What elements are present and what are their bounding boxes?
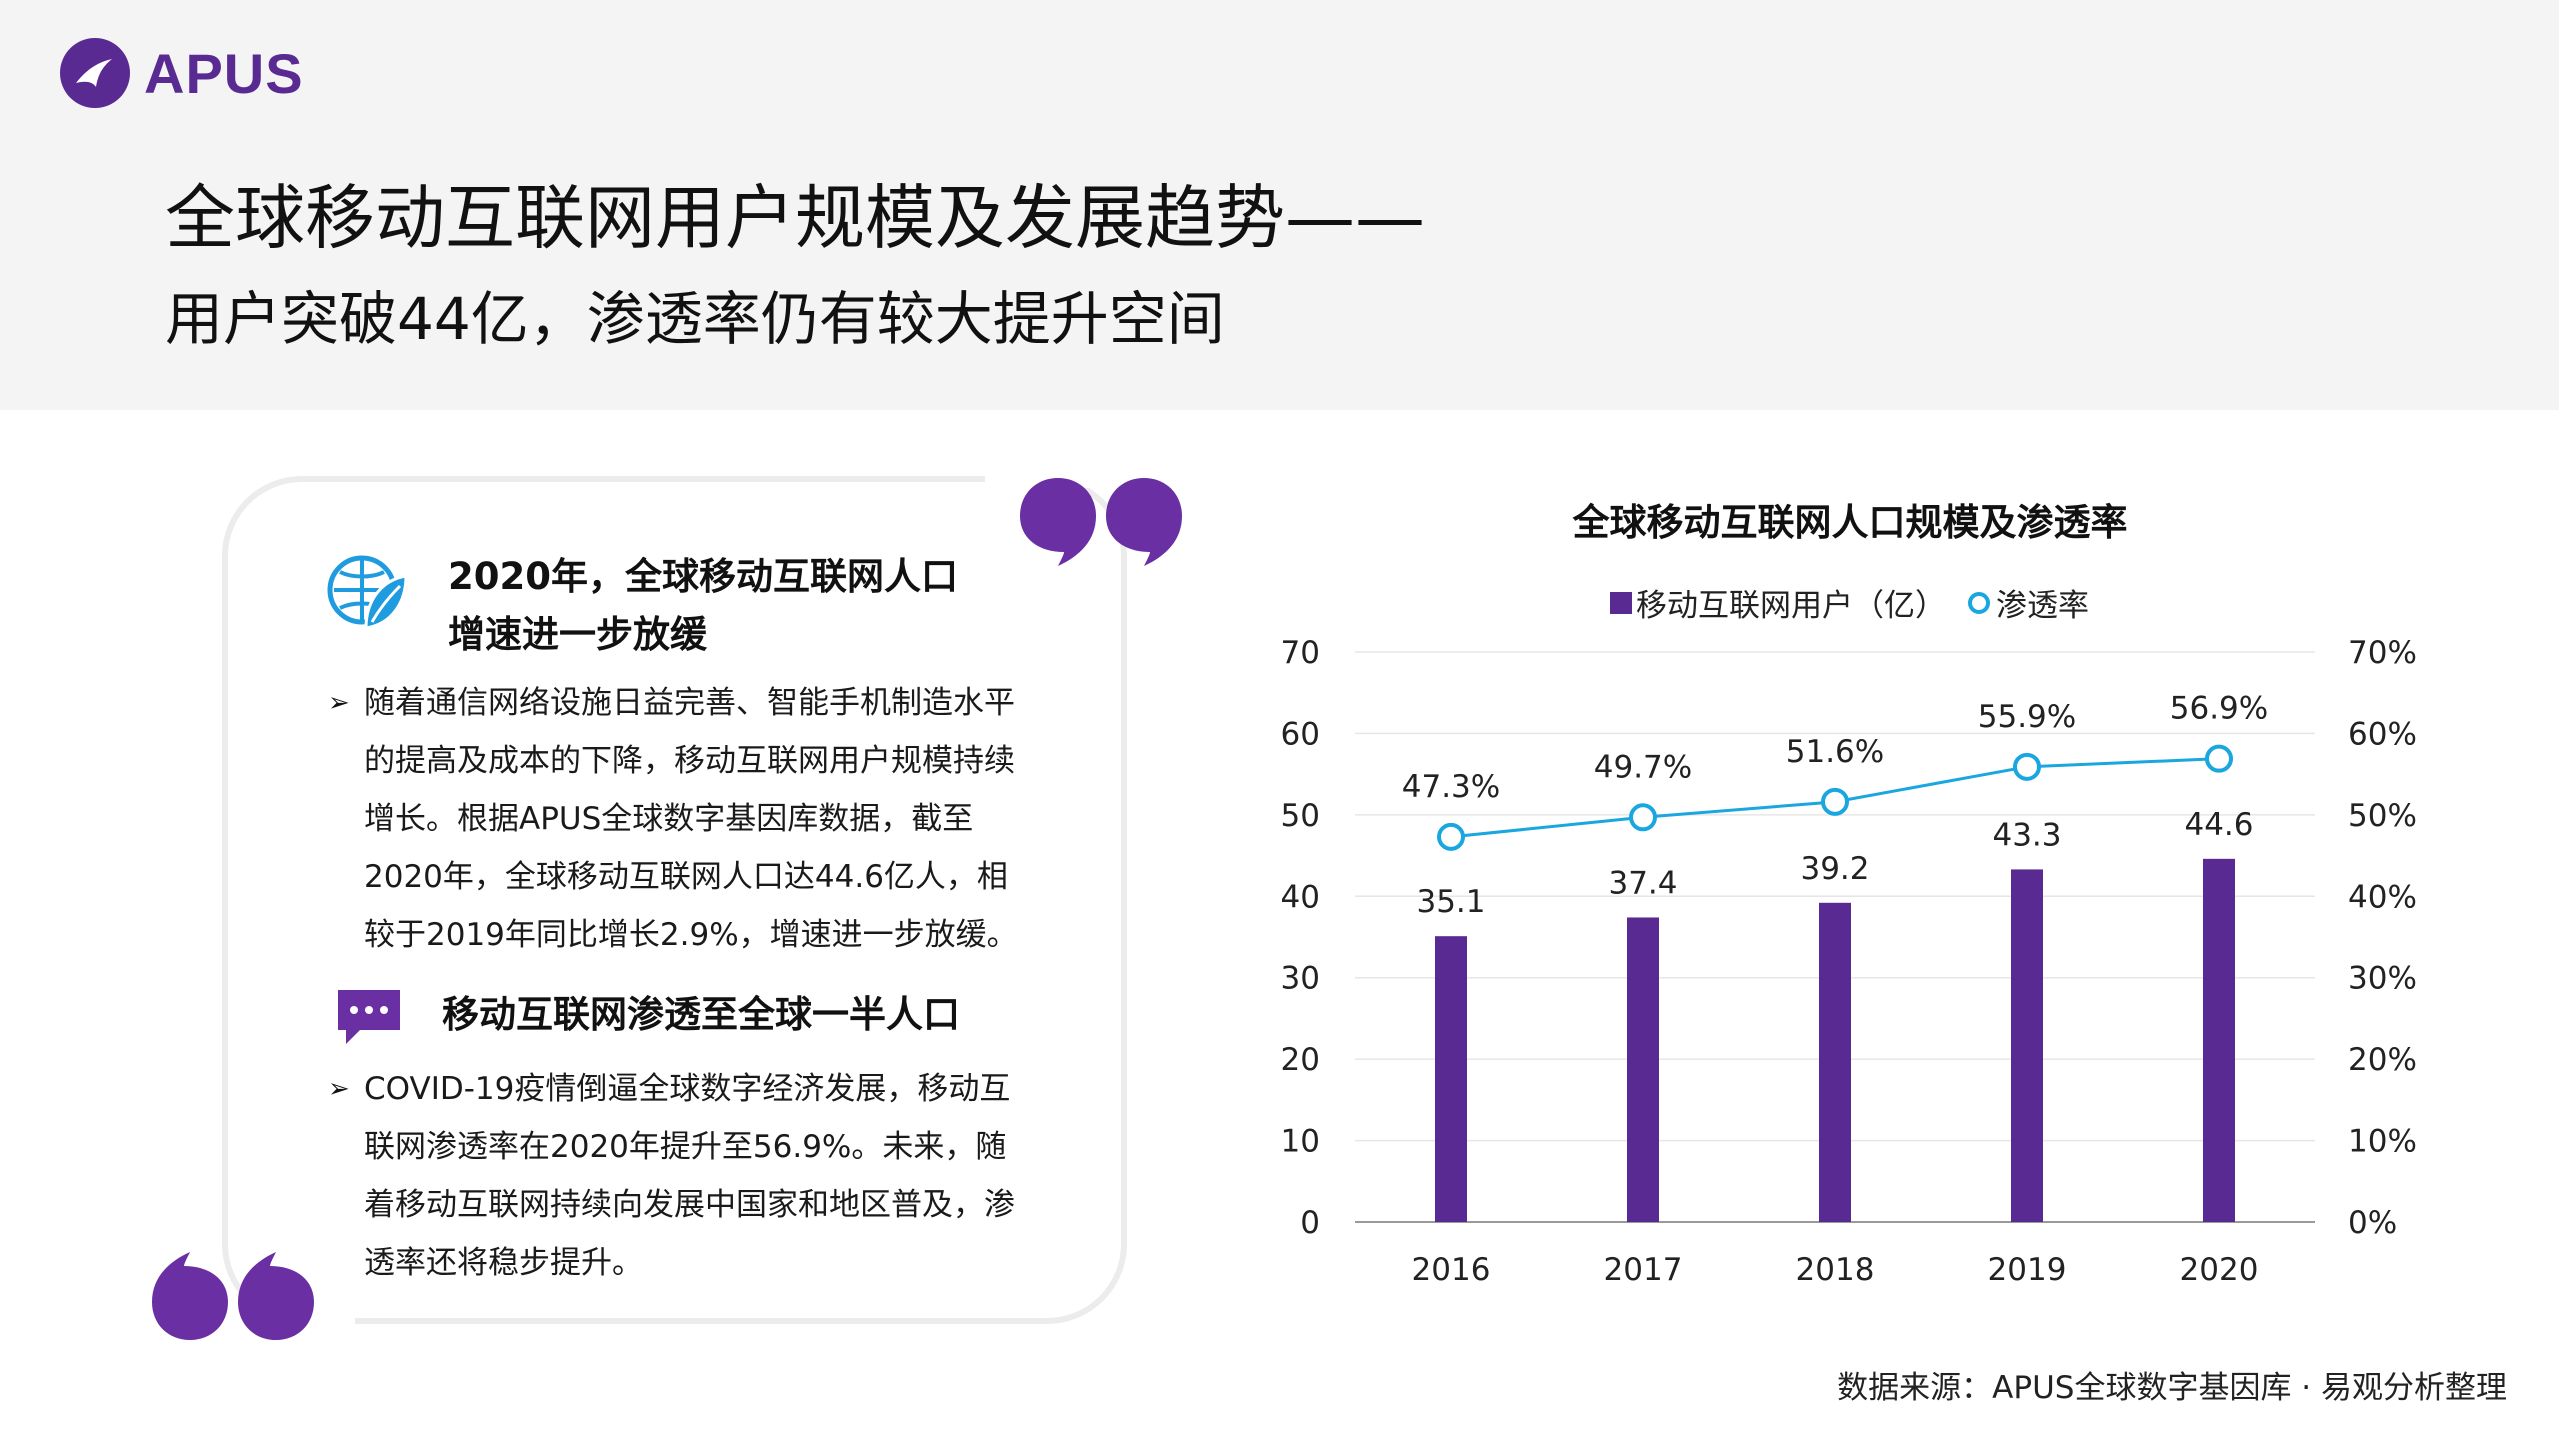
y-left-tick-label: 10	[1281, 1124, 1320, 1160]
bar	[2203, 858, 2235, 1222]
section1-heading-line: 增速进一步放缓	[448, 613, 707, 656]
line-value-label: 47.3%	[1402, 769, 1500, 805]
line-value-label: 51.6%	[1786, 734, 1884, 770]
bar	[1627, 917, 1659, 1222]
y-left-tick-label: 30	[1281, 961, 1320, 997]
x-tick-label: 2019	[1988, 1252, 2067, 1288]
line-value-label: 56.9%	[2170, 691, 2268, 727]
y-left-tick-label: 50	[1281, 798, 1320, 834]
y-right-tick-label: 60%	[2348, 716, 2417, 752]
bar-value-label: 44.6	[2184, 807, 2253, 843]
penetration-line	[1450, 757, 2220, 839]
legend-line-label: 渗透率	[1996, 588, 2089, 624]
line-point	[2205, 744, 2233, 773]
quote-close-icon	[152, 1252, 314, 1340]
x-tick-label: 2017	[1604, 1252, 1683, 1288]
section1-body: 随着通信网络设施日益完善、智能手机制造水平 的提高及成本的下降，移动互联网用户规…	[364, 674, 1018, 964]
y-left-tick-label: 60	[1281, 716, 1320, 752]
line-point	[2013, 752, 2041, 781]
legend-bar-label: 移动互联网用户（亿）	[1636, 588, 1946, 624]
data-source-note: 数据来源：APUS全球数字基因库 · 易观分析整理	[1837, 1370, 2507, 1406]
brand-name: APUS	[144, 41, 304, 105]
section1-heading: 2020年，全球移动互联网人口 增速进一步放缓	[448, 548, 958, 664]
page-subtitle: 用户突破44亿，渗透率仍有较大提升空间	[165, 285, 1225, 353]
section2-body: COVID-19疫情倒逼全球数字经济发展，移动互 联网渗透率在2020年提升至5…	[364, 1060, 1015, 1292]
line-point	[1437, 822, 1465, 851]
y-right-tick-label: 40%	[2348, 879, 2417, 915]
y-left-tick-label: 0	[1300, 1205, 1320, 1241]
section1-body-line: 增长。根据APUS全球数字基因库数据，截至	[364, 801, 974, 837]
y-right-tick-label: 20%	[2348, 1042, 2417, 1078]
y-left-tick-label: 40	[1281, 879, 1320, 915]
section2-body-line: 着移动互联网持续向发展中国家和地区普及，渗	[364, 1187, 1015, 1223]
chart-title: 全球移动互联网人口规模及渗透率	[1572, 501, 2128, 544]
legend-line-swatch	[1968, 591, 1990, 614]
quote-open-icon	[1020, 478, 1182, 566]
x-tick-label: 2018	[1796, 1252, 1875, 1288]
y-right-tick-label: 30%	[2348, 961, 2417, 997]
x-tick-label: 2020	[2180, 1252, 2259, 1288]
chart-legend: 移动互联网用户（亿） 渗透率	[1610, 580, 2089, 625]
chat-bubble-icon	[338, 990, 400, 1044]
section1-body-line: 的提高及成本的下降，移动互联网用户规模持续	[364, 743, 1015, 779]
section2-body-line: 透率还将稳步提升。	[364, 1245, 643, 1281]
bar	[1435, 936, 1467, 1222]
legend-bar-swatch	[1610, 591, 1632, 614]
y-right-tick-label: 50%	[2348, 798, 2417, 834]
section1-body-line: 随着通信网络设施日益完善、智能手机制造水平	[364, 685, 1015, 721]
section2-body-line: COVID-19疫情倒逼全球数字经济发展，移动互	[364, 1071, 1011, 1107]
bullet-arrow-icon: ➢	[328, 1074, 350, 1104]
line-point	[1629, 803, 1657, 832]
header-band	[0, 0, 2559, 410]
line-point	[1821, 787, 1849, 816]
y-right-tick-label: 10%	[2348, 1124, 2417, 1160]
y-left-tick-label: 20	[1281, 1042, 1320, 1078]
globe-leaf-icon	[327, 555, 408, 630]
bar-value-label: 37.4	[1608, 865, 1677, 901]
y-right-tick-label: 0%	[2348, 1205, 2397, 1241]
line-value-label: 49.7%	[1594, 749, 1692, 785]
bullet-arrow-icon: ➢	[328, 688, 350, 718]
x-tick-label: 2016	[1412, 1252, 1491, 1288]
apus-logo: APUS	[60, 38, 304, 108]
section1-body-line: 较于2019年同比增长2.9%，增速进一步放缓。	[364, 917, 1018, 953]
apus-logo-icon	[60, 38, 130, 108]
section1-body-line: 2020年，全球移动互联网人口达44.6亿人，相	[364, 859, 1008, 895]
section2-body-line: 联网渗透率在2020年提升至56.9%。未来，随	[364, 1129, 1007, 1165]
section1-heading-line: 2020年，全球移动互联网人口	[448, 555, 958, 598]
bar-value-label: 43.3	[1992, 817, 2061, 853]
line-value-label: 55.9%	[1978, 699, 2076, 735]
bar	[2011, 869, 2043, 1222]
y-right-tick-label: 70%	[2348, 635, 2417, 671]
bar-value-label: 39.2	[1800, 851, 1869, 887]
bar	[1819, 902, 1851, 1222]
page-title: 全球移动互联网用户规模及发展趋势——	[165, 177, 1425, 259]
section2-heading: 移动互联网渗透至全球一半人口	[442, 993, 960, 1036]
bar-value-label: 35.1	[1416, 884, 1485, 920]
y-left-tick-label: 70	[1281, 635, 1320, 671]
